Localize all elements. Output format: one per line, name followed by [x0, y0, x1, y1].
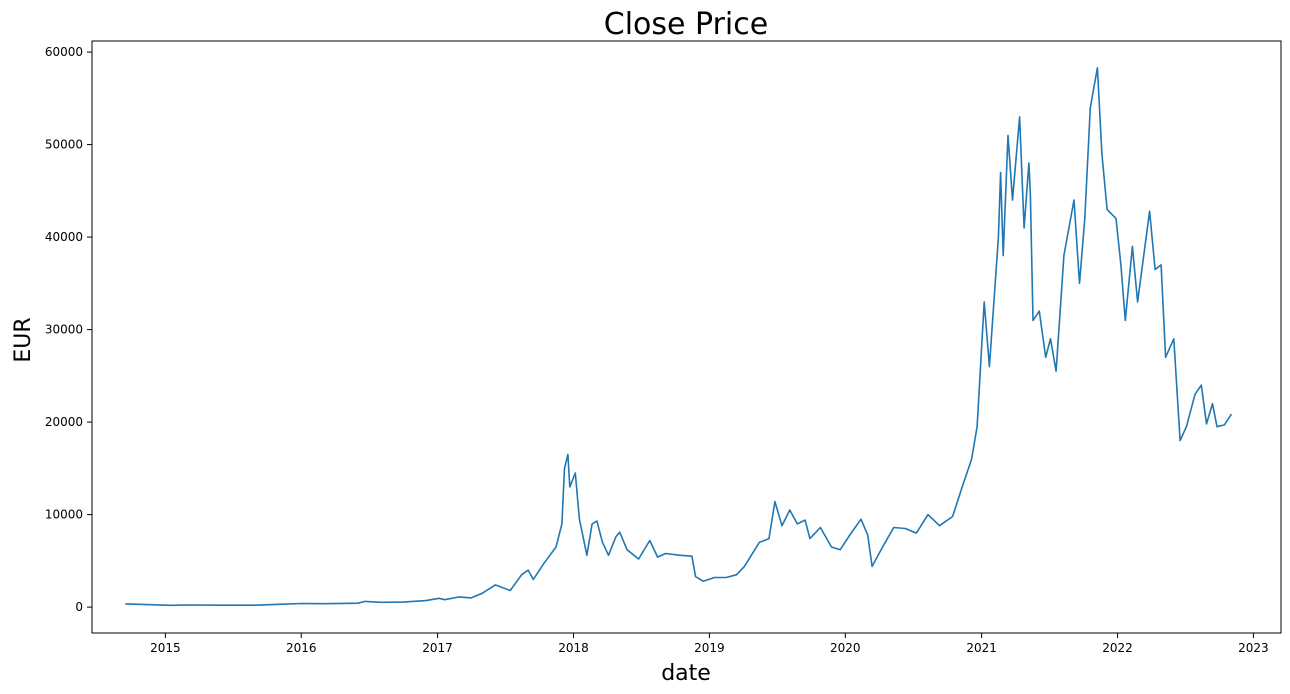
- x-tick-label: 2015: [150, 641, 181, 655]
- x-tick-label: 2018: [558, 641, 589, 655]
- x-axis: 2015 2016 2017 2018 2019 2020 2021 2022 2023: [150, 633, 1269, 655]
- x-tick-label: 2016: [286, 641, 317, 655]
- y-tick-label: 10000: [45, 508, 83, 522]
- y-tick-label: 40000: [45, 230, 83, 244]
- x-tick-label: 2022: [1102, 641, 1133, 655]
- y-tick-label: 20000: [45, 415, 83, 429]
- y-tick-label: 50000: [45, 138, 83, 152]
- x-tick-label: 2019: [694, 641, 725, 655]
- y-tick-label: 60000: [45, 45, 83, 59]
- x-tick-label: 2017: [422, 641, 453, 655]
- y-tick-label: 30000: [45, 323, 83, 337]
- plot-frame: [91, 40, 1282, 634]
- x-tick-label: 2023: [1238, 641, 1269, 655]
- y-tick-label: 0: [75, 600, 83, 614]
- plot-series: [125, 67, 1232, 607]
- y-axis-label: EUR: [11, 317, 36, 362]
- x-axis-label: date: [661, 661, 711, 686]
- x-tick-label: 2020: [830, 641, 861, 655]
- x-tick-label: 2021: [966, 641, 997, 655]
- close-price-line: [125, 67, 1232, 607]
- chart-title: Close Price: [604, 7, 768, 42]
- y-axis: 0 10000 20000 30000 40000 50000 60000: [45, 45, 92, 614]
